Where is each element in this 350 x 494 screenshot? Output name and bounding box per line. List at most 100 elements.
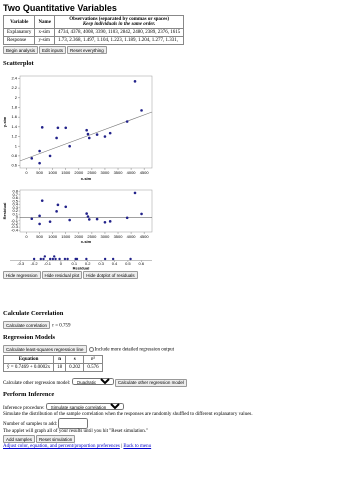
residual-point bbox=[30, 217, 34, 221]
x-axis-label: x-sim bbox=[81, 239, 92, 244]
y-tick-label: 0 bbox=[16, 215, 19, 220]
label: Calculate other regression model: bbox=[3, 381, 71, 386]
y-tick-label: 0.8 bbox=[12, 189, 18, 194]
residual-point bbox=[125, 216, 129, 220]
button[interactable]: Calculate correlation bbox=[3, 321, 51, 329]
label: Number of samples to add: bbox=[3, 422, 58, 427]
td[interactable]: 1.73, 2.368, 1.497, 1.104, 1.223, 1.189,… bbox=[53, 36, 185, 45]
residual-plot: -0.4-0.3-0.2-0.100.10.20.30.40.50.60.70.… bbox=[2, 189, 153, 244]
dot bbox=[111, 257, 115, 261]
dot bbox=[129, 257, 132, 261]
sep: | bbox=[121, 444, 123, 449]
label: Inference procedure: bbox=[3, 406, 45, 411]
input[interactable] bbox=[58, 418, 89, 429]
y-tick-label: -0.3 bbox=[11, 224, 19, 229]
dot bbox=[85, 257, 88, 261]
residual-point bbox=[38, 214, 41, 218]
x-tick-label: 4000 bbox=[127, 170, 137, 175]
residual-point bbox=[55, 210, 58, 213]
top-buttons: Begin analysis Edit inputs Reset everythin… bbox=[3, 46, 108, 54]
residual-point bbox=[133, 191, 137, 195]
button[interactable]: Edit inputs bbox=[39, 46, 67, 54]
button[interactable]: Calculate other regression model bbox=[114, 378, 187, 387]
x-tick-label: 0.5 bbox=[125, 261, 131, 266]
residual-point bbox=[85, 212, 88, 215]
residual-point bbox=[108, 220, 112, 223]
x-tick-label: 0.4 bbox=[112, 261, 118, 266]
button[interactable]: Reset simulation bbox=[36, 435, 76, 443]
residual-point bbox=[87, 218, 91, 221]
y-tick-label: 1.8 bbox=[11, 105, 17, 110]
button[interactable]: Hide dotplot of residuals bbox=[83, 271, 138, 279]
text: Simulate the distribution of the sample … bbox=[3, 412, 253, 417]
select[interactable]: Simulate sample correlation bbox=[45, 403, 124, 410]
corr-result: r = 0.759 bbox=[52, 323, 71, 329]
td[interactable]: 4734, 4378, 4008, 3390, 1103, 2842, 2480… bbox=[53, 28, 185, 37]
residual-point bbox=[103, 221, 107, 224]
td: Explanatory bbox=[2, 28, 36, 37]
button[interactable]: Calculate least-squares regression line bbox=[3, 345, 87, 353]
data-table: Variable Name Observations (separated by c… bbox=[2, 15, 185, 45]
x-tick-label: 500 bbox=[36, 234, 43, 239]
x-tick-label: -0.1 bbox=[44, 261, 52, 266]
dot bbox=[48, 257, 52, 261]
dot bbox=[54, 257, 57, 261]
th: Observations (separated by commas or spa… bbox=[53, 15, 185, 29]
other-row: Calculate other regression model: Quadra… bbox=[3, 378, 188, 387]
point bbox=[30, 157, 34, 160]
x-tick-label: 4500 bbox=[140, 170, 150, 175]
button[interactable]: Add samples bbox=[3, 435, 36, 443]
button[interactable]: Hide residual plot bbox=[41, 271, 83, 279]
x-axis-label: Residual bbox=[73, 266, 90, 270]
x-tick-label: -0.3 bbox=[17, 261, 25, 266]
point bbox=[125, 120, 129, 123]
x-tick-label: -0.2 bbox=[31, 261, 39, 266]
button[interactable]: Reset everything bbox=[67, 46, 107, 54]
dot bbox=[43, 255, 47, 258]
td[interactable]: x-sim bbox=[34, 28, 55, 37]
td: 18 bbox=[53, 363, 67, 372]
y-tick-label: 0.3 bbox=[12, 205, 18, 210]
y-tick-label: 0.6 bbox=[12, 195, 18, 200]
y-tick-label: 1 bbox=[15, 143, 18, 148]
residual-dotplot: -0.3 -0.2 -0.1 0 0.1 0.2 0.3 0.4 0.5 0.6 Residual bbox=[10, 255, 152, 270]
th-text: Observations (separated by commas or spa… bbox=[69, 17, 169, 22]
y-tick-label: 2.2 bbox=[11, 85, 17, 90]
th: Equation bbox=[2, 355, 55, 364]
x-tick-label: 0.2 bbox=[85, 261, 91, 266]
x-tick-label: 2000 bbox=[74, 170, 84, 175]
link[interactable]: Adjust color, equation, and percent/prop… bbox=[3, 444, 120, 449]
td: Response bbox=[2, 36, 36, 45]
td: 0.576 bbox=[83, 363, 103, 372]
link[interactable]: Back to menu bbox=[123, 444, 152, 449]
y-tick-label: -0.4 bbox=[11, 227, 19, 232]
y-tick-label: 1.4 bbox=[11, 124, 17, 129]
th: Variable bbox=[2, 15, 36, 29]
plot-frame bbox=[19, 75, 153, 169]
point bbox=[108, 131, 112, 135]
x-tick-label: 3500 bbox=[114, 170, 124, 175]
x-tick-label: 4000 bbox=[127, 234, 137, 239]
x-tick-label: 3000 bbox=[100, 234, 110, 239]
residual-point bbox=[56, 203, 60, 207]
button[interactable]: Hide regression bbox=[3, 271, 41, 279]
y-tick-label: 0.2 bbox=[12, 208, 18, 213]
button[interactable]: Begin analysis bbox=[3, 46, 39, 54]
dot bbox=[32, 257, 36, 261]
title: Two Quantitative Variables bbox=[3, 3, 117, 13]
y-tick-label: 0.5 bbox=[12, 198, 18, 203]
corr-row: Calculate correlation r = 0.759 bbox=[3, 321, 71, 329]
dot bbox=[53, 255, 56, 258]
x-tick-label: 2500 bbox=[87, 234, 97, 239]
residual-point bbox=[140, 212, 143, 216]
td[interactable]: y-sim bbox=[34, 36, 55, 45]
checkbox[interactable] bbox=[88, 346, 94, 352]
h: Perform Inference bbox=[3, 391, 54, 398]
x-tick-label: 3000 bbox=[100, 170, 110, 175]
x-tick-label: 2000 bbox=[74, 234, 84, 239]
dot bbox=[63, 257, 67, 261]
y-tick-label: 0.1 bbox=[12, 211, 18, 216]
x-tick-label: 1500 bbox=[61, 170, 71, 175]
select[interactable]: Quadratic bbox=[71, 378, 114, 385]
heading: Calculate Correlation bbox=[3, 310, 64, 317]
